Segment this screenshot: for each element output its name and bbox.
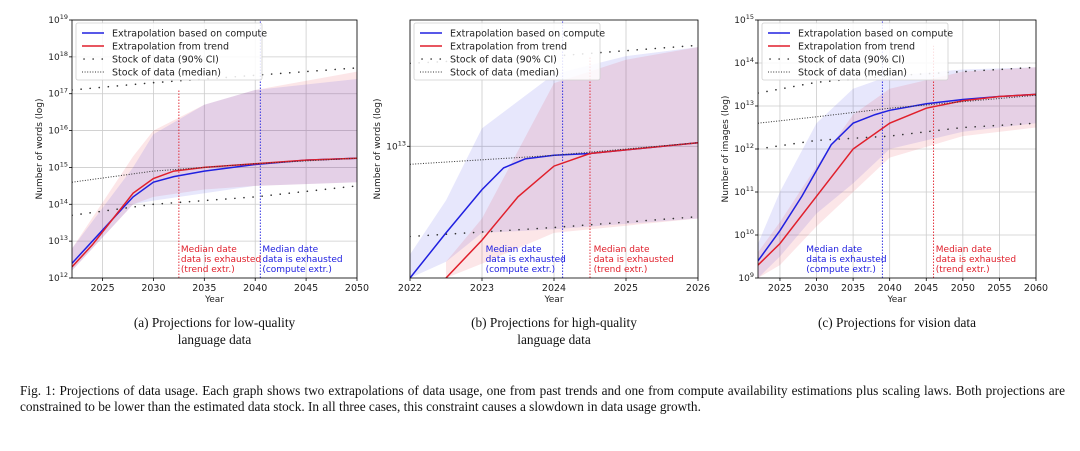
y-tick-label: 1012 — [48, 271, 68, 284]
compute-annotation: Median date data is exhausted (compute ext… — [486, 245, 566, 275]
y-tick-label: 1018 — [48, 50, 68, 63]
legend-box — [75, 22, 263, 81]
legend-label-compute: Extrapolation based on compute — [450, 29, 605, 40]
figure-charts: Median date data is exhausted (trend extr.… — [35, 13, 1048, 347]
legend-box — [761, 22, 949, 81]
x-tick-label: 2040 — [243, 283, 267, 294]
x-tick-label: 2025 — [614, 283, 638, 294]
y-tick-label: 1017 — [48, 87, 68, 100]
chart-b: Median date data is exhausted (compute ext… — [373, 19, 710, 347]
subcaption-line: (a) Projections for low-quality — [134, 315, 296, 330]
trend-uncertainty-band — [758, 67, 1036, 278]
x-axis-label: Year — [543, 295, 563, 305]
x-tick-label: 2040 — [878, 283, 902, 294]
x-tick-label: 2026 — [686, 283, 710, 294]
x-tick-label: 2045 — [914, 283, 938, 294]
legend-label-median: Stock of data (median) — [798, 68, 907, 79]
legend-label-compute: Extrapolation based on compute — [112, 29, 267, 40]
y-tick-label: 1013 — [734, 99, 754, 112]
compute-annotation: Median date data is exhausted (compute ext… — [262, 245, 342, 275]
figure-caption-text: Projections of data usage. Each graph sh… — [20, 383, 1065, 414]
x-tick-label: 2055 — [987, 283, 1011, 294]
legend-box — [413, 22, 601, 81]
x-tick-label: 2050 — [951, 283, 975, 294]
compute-uncertainty-band — [410, 47, 698, 278]
y-axis-label: Number of words (log) — [373, 99, 383, 200]
trend-series-line — [758, 93, 1036, 266]
x-tick-label: 2022 — [398, 283, 422, 294]
trend-annotation: Median date data is exhausted (trend extr.… — [594, 245, 674, 275]
x-tick-label: 2045 — [294, 283, 318, 294]
legend-label-median: Stock of data (median) — [112, 68, 221, 79]
compute-series-line — [758, 93, 1036, 262]
figure-caption-label: Fig. 1: — [20, 383, 56, 398]
subcaption-line: (b) Projections for high-quality — [471, 315, 637, 330]
compute-annotation: Median date data is exhausted (compute ext… — [806, 245, 886, 275]
y-tick-label: 1019 — [48, 13, 68, 26]
x-tick-label: 2030 — [141, 283, 165, 294]
legend-label-compute: Extrapolation based on compute — [798, 29, 953, 40]
legend-label-ci: Stock of data (90% CI) — [112, 55, 219, 66]
x-tick-label: 2024 — [542, 283, 566, 294]
legend-label-ci: Stock of data (90% CI) — [450, 55, 557, 66]
trend-uncertainty-band — [446, 47, 698, 278]
trend-series-line — [445, 141, 698, 278]
x-tick-label: 2050 — [345, 283, 369, 294]
x-tick-label: 2025 — [768, 283, 792, 294]
axes-frame — [71, 19, 358, 279]
x-tick-label: 2023 — [470, 283, 494, 294]
x-tick-label: 2035 — [841, 283, 865, 294]
y-tick-label: 1013 — [48, 234, 68, 247]
compute-uncertainty-band — [72, 79, 357, 271]
subcaption-line: (c) Projections for vision data — [818, 315, 976, 330]
chart-c: Median date data is exhausted (compute ext… — [721, 13, 1048, 330]
plot-area — [72, 20, 357, 278]
y-tick-label: 1014 — [48, 197, 68, 210]
legend-label-trend: Extrapolation from trend — [112, 42, 229, 53]
stock-median-line — [758, 94, 1036, 124]
legend-label-trend: Extrapolation from trend — [798, 42, 915, 53]
legend-label-ci: Stock of data (90% CI) — [798, 55, 905, 66]
subcaption-line: language data — [517, 332, 591, 347]
y-tick-label: 1014 — [734, 56, 754, 69]
trend-annotation: Median date data is exhausted (trend extr.… — [181, 245, 261, 275]
x-tick-label: 2030 — [804, 283, 828, 294]
y-axis-label: Number of words (log) — [35, 99, 45, 200]
y-tick-label: 1011 — [734, 185, 754, 198]
chart-a: Median date data is exhausted (trend extr.… — [35, 13, 369, 347]
y-axis-label: Number of images (log) — [721, 96, 731, 203]
y-tick-label: 109 — [738, 271, 754, 284]
x-tick-label: 2060 — [1024, 283, 1048, 294]
trend-series-line — [72, 157, 357, 268]
x-tick-label: 2025 — [90, 283, 114, 294]
compute-uncertainty-band — [758, 67, 1036, 278]
y-tick-label: 1010 — [734, 228, 754, 241]
trend-uncertainty-band — [72, 71, 357, 271]
figure-caption: Fig. 1: Projections of data usage. Each … — [20, 383, 1065, 415]
y-tick-label: 1016 — [48, 124, 68, 137]
y-tick-label: 1013 — [386, 139, 406, 152]
x-tick-label: 2035 — [192, 283, 216, 294]
y-tick-label: 1012 — [734, 142, 754, 155]
x-axis-label: Year — [886, 295, 906, 305]
stock-median-line — [72, 157, 357, 183]
legend-label-trend: Extrapolation from trend — [450, 42, 567, 53]
trend-annotation: Median date data is exhausted (trend extr.… — [936, 245, 1016, 275]
plot-area — [410, 20, 698, 278]
legend-label-median: Stock of data (median) — [450, 68, 559, 79]
y-tick-label: 1015 — [734, 13, 754, 26]
y-tick-label: 1015 — [48, 160, 68, 173]
x-axis-label: Year — [204, 295, 224, 305]
plot-area — [758, 20, 1036, 278]
subcaption-line: language data — [178, 332, 252, 347]
